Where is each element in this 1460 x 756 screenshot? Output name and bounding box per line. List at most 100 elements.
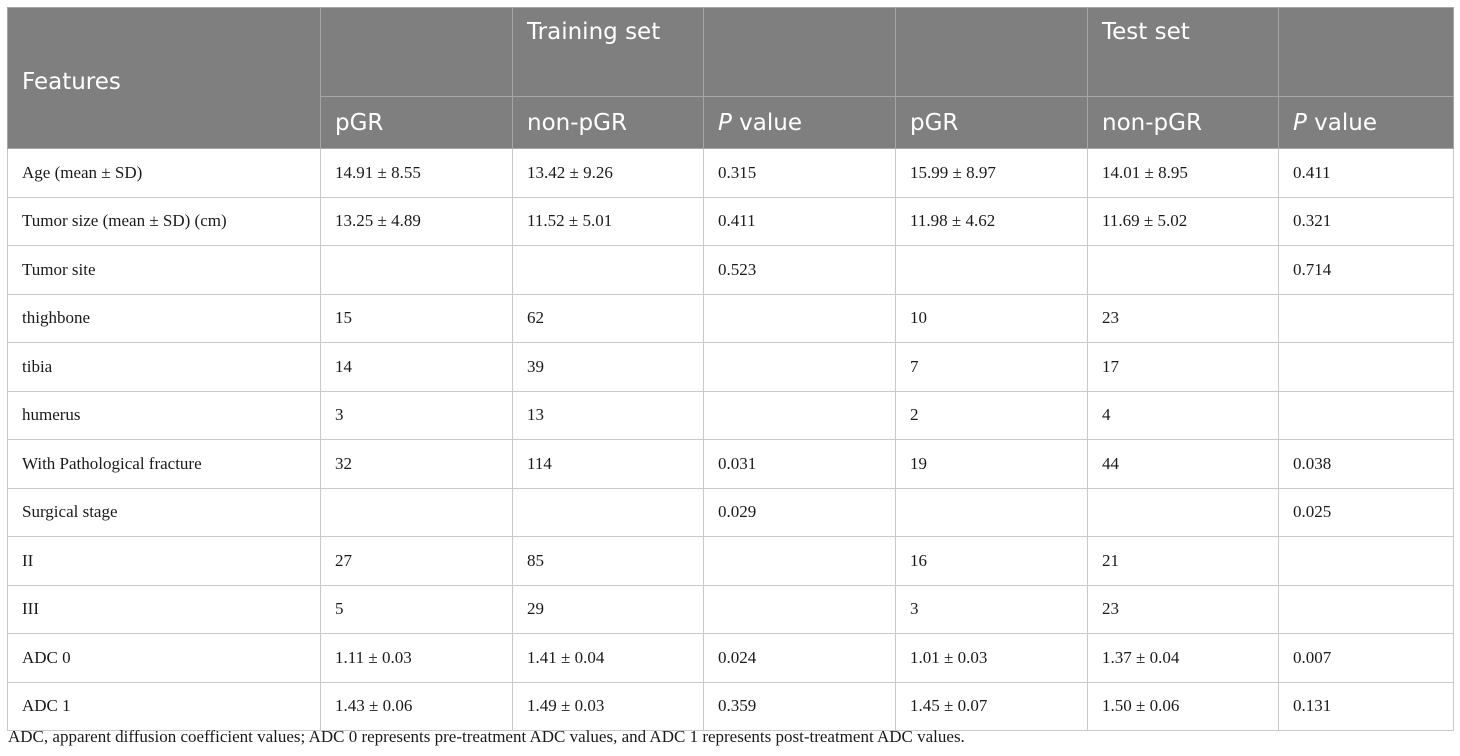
cell-training-non-pgr: [512, 487, 704, 537]
cell-test-pgr: 7: [895, 342, 1088, 392]
cell-test-non-pgr: 1.50 ± 0.06: [1087, 681, 1279, 731]
cell-feature: humerus: [7, 390, 321, 440]
cell-training-non-pgr: 114: [512, 439, 704, 489]
cell-training-p-value: 0.411: [703, 196, 896, 246]
cell-training-non-pgr: 11.52 ± 5.01: [512, 196, 704, 246]
header-test-set: Test set: [1087, 7, 1279, 97]
table-row: II 27 85 16 21: [7, 536, 1454, 586]
cell-test-non-pgr: [1087, 245, 1279, 295]
cell-training-pgr: 1.11 ± 0.03: [320, 633, 513, 683]
header-test-pgr: pGR: [895, 96, 1088, 149]
cell-test-p-value: [1278, 536, 1454, 586]
cell-test-non-pgr: 11.69 ± 5.02: [1087, 196, 1279, 246]
p-value-word: value: [731, 109, 803, 136]
header-row-groups: Features Training set Test set: [7, 7, 1454, 149]
table-row: Tumor site 0.523 0.714: [7, 245, 1454, 295]
p-symbol: P: [718, 109, 732, 136]
header-training-set: Training set: [512, 7, 704, 97]
header-features: Features: [7, 7, 321, 149]
cell-test-pgr: [895, 245, 1088, 295]
p-value-word: value: [1306, 109, 1378, 136]
cell-training-non-pgr: 85: [512, 536, 704, 586]
cell-feature: Tumor site: [7, 245, 321, 295]
cell-training-pgr: 14: [320, 342, 513, 392]
cell-training-pgr: 15: [320, 293, 513, 343]
cell-test-p-value: 0.714: [1278, 245, 1454, 295]
table-row: tibia 14 39 7 17: [7, 342, 1454, 392]
table-row: ADC 0 1.11 ± 0.03 1.41 ± 0.04 0.024 1.01 ± 0…: [7, 633, 1454, 683]
header-test-p-value: P value: [1278, 96, 1454, 149]
cell-test-non-pgr: 44: [1087, 439, 1279, 489]
cell-test-pgr: 15.99 ± 8.97: [895, 148, 1088, 198]
table-row: Age (mean ± SD) 14.91 ± 8.55 13.42 ± 9.26 0…: [7, 148, 1454, 198]
header-test-non-pgr: non-pGR: [1087, 96, 1279, 149]
cell-feature: thighbone: [7, 293, 321, 343]
cell-test-non-pgr: 21: [1087, 536, 1279, 586]
cell-training-p-value: 0.315: [703, 148, 896, 198]
cell-training-p-value: [703, 293, 896, 343]
cell-test-pgr: 1.01 ± 0.03: [895, 633, 1088, 683]
cell-training-non-pgr: 1.41 ± 0.04: [512, 633, 704, 683]
cell-feature: Surgical stage: [7, 487, 321, 537]
cell-feature: ADC 1: [7, 681, 321, 731]
header-empty: [895, 7, 1088, 97]
table-row: Surgical stage 0.029 0.025: [7, 487, 1454, 537]
header-training-non-pgr: non-pGR: [512, 96, 704, 149]
cell-training-pgr: [320, 245, 513, 295]
cell-feature: III: [7, 584, 321, 634]
cell-test-non-pgr: 1.37 ± 0.04: [1087, 633, 1279, 683]
cell-test-pgr: 2: [895, 390, 1088, 440]
cell-training-non-pgr: 13.42 ± 9.26: [512, 148, 704, 198]
cell-training-non-pgr: 39: [512, 342, 704, 392]
cell-feature: Age (mean ± SD): [7, 148, 321, 198]
cell-training-p-value: 0.359: [703, 681, 896, 731]
cell-test-pgr: 10: [895, 293, 1088, 343]
header-training-pgr: pGR: [320, 96, 513, 149]
cell-training-p-value: [703, 536, 896, 586]
cell-test-pgr: 3: [895, 584, 1088, 634]
cell-test-non-pgr: 23: [1087, 293, 1279, 343]
data-table: Features Training set Test set pGR non-p…: [7, 7, 1454, 731]
cell-test-p-value: 0.025: [1278, 487, 1454, 537]
table-row: With Pathological fracture 32 114 0.031 19 44…: [7, 439, 1454, 489]
header-training-p-value: P value: [703, 96, 896, 149]
table-row: III 5 29 3 23: [7, 584, 1454, 634]
cell-training-pgr: 1.43 ± 0.06: [320, 681, 513, 731]
table-header: Features Training set Test set pGR non-p…: [7, 7, 1454, 149]
table-row: ADC 1 1.43 ± 0.06 1.49 ± 0.03 0.359 1.45 ± 0…: [7, 681, 1454, 731]
header-empty: [320, 7, 513, 97]
cell-feature: With Pathological fracture: [7, 439, 321, 489]
cell-training-p-value: 0.029: [703, 487, 896, 537]
cell-training-p-value: [703, 390, 896, 440]
cell-training-p-value: 0.523: [703, 245, 896, 295]
cell-test-pgr: 19: [895, 439, 1088, 489]
cell-training-non-pgr: 1.49 ± 0.03: [512, 681, 704, 731]
cell-test-p-value: 0.321: [1278, 196, 1454, 246]
cell-test-pgr: [895, 487, 1088, 537]
cell-feature: ADC 0: [7, 633, 321, 683]
cell-training-pgr: 14.91 ± 8.55: [320, 148, 513, 198]
header-row-columns: pGR non-pGR P value pGR non-pGR P value: [8, 96, 1454, 149]
cell-test-non-pgr: [1087, 487, 1279, 537]
cell-training-pgr: 32: [320, 439, 513, 489]
cell-test-non-pgr: 14.01 ± 8.95: [1087, 148, 1279, 198]
cell-test-non-pgr: 4: [1087, 390, 1279, 440]
cell-training-non-pgr: 13: [512, 390, 704, 440]
cell-training-pgr: [320, 487, 513, 537]
cell-training-pgr: 27: [320, 536, 513, 586]
cell-test-p-value: 0.007: [1278, 633, 1454, 683]
header-empty: [1278, 7, 1454, 97]
cell-feature: II: [7, 536, 321, 586]
cell-test-non-pgr: 17: [1087, 342, 1279, 392]
cell-test-pgr: 1.45 ± 0.07: [895, 681, 1088, 731]
p-symbol: P: [1293, 109, 1307, 136]
cell-training-p-value: [703, 342, 896, 392]
table-row: thighbone 15 62 10 23: [7, 293, 1454, 343]
cell-training-p-value: 0.031: [703, 439, 896, 489]
cell-test-p-value: [1278, 342, 1454, 392]
cell-feature: tibia: [7, 342, 321, 392]
cell-training-non-pgr: 62: [512, 293, 704, 343]
cell-training-pgr: 5: [320, 584, 513, 634]
table-footnote: ADC, apparent diffusion coefficient valu…: [8, 727, 965, 746]
header-empty: [703, 7, 896, 97]
